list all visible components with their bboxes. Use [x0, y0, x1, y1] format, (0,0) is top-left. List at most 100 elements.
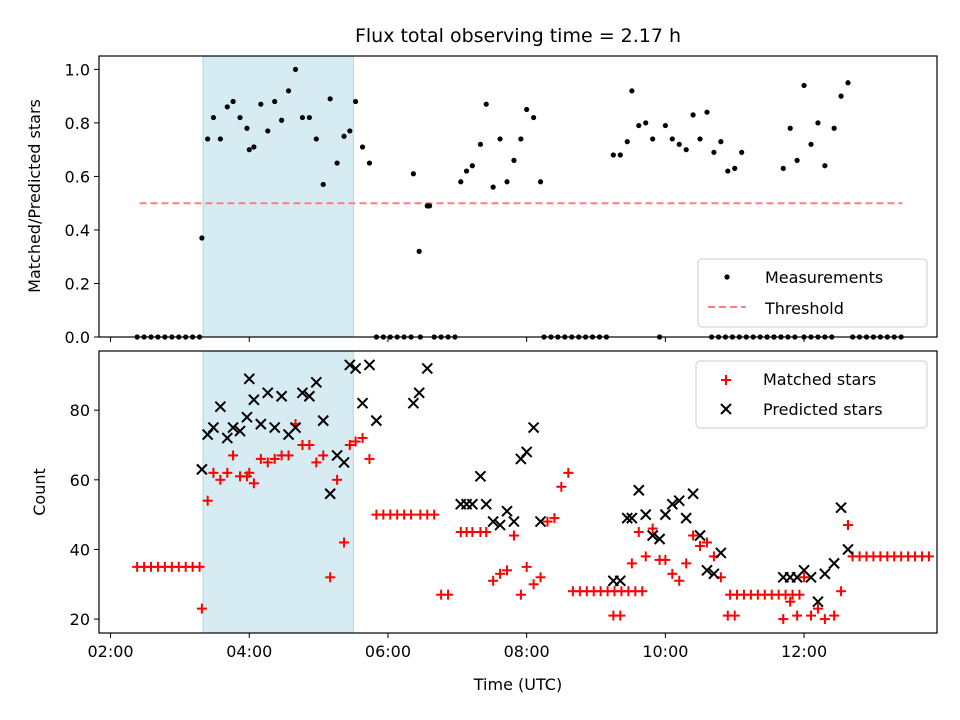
measurement-point: [650, 136, 656, 142]
predicted-star-point: [466, 498, 479, 510]
legend-measurement-marker: [724, 274, 730, 280]
top-legend: Measurements Threshold: [697, 258, 928, 328]
matched-star-point: [325, 572, 336, 583]
predicted-star-point: [370, 414, 383, 427]
predicted-star-point: [666, 498, 679, 510]
matched-star-point: [633, 527, 644, 538]
predicted-star-point: [819, 568, 831, 580]
matched-star-point: [429, 509, 440, 520]
measurement-point: [327, 96, 333, 102]
measurement-point: [490, 184, 496, 190]
measurement-point: [690, 112, 696, 118]
predicted-star-point: [842, 543, 854, 556]
measurement-point: [711, 149, 717, 155]
predicted-star-point: [255, 418, 267, 430]
predicted-star-point: [413, 387, 425, 399]
measurement-point: [366, 160, 373, 166]
matched-star-point: [615, 610, 626, 621]
matched-star-point: [923, 551, 934, 562]
measurement-point: [662, 122, 668, 129]
measurement-point: [524, 106, 530, 113]
matched-star-point: [637, 586, 648, 597]
bottom-x-ticks: 02:00 04:00 06:00 08:00 10:00 12:00: [88, 633, 827, 661]
matched-star-point: [508, 530, 519, 541]
measurement-point: [739, 149, 745, 155]
measurement-point: [676, 141, 682, 147]
measurement-point: [801, 82, 807, 89]
top-observing-span: [202, 55, 354, 338]
bottom-axes-frame: [98, 350, 938, 634]
measurement-point: [210, 114, 217, 121]
bottom-y-tick-label: 40: [70, 540, 90, 559]
matched-star-point: [406, 509, 417, 520]
measurement-point: [822, 163, 828, 169]
bottom-legend: Matched stars Predicted stars: [695, 360, 928, 429]
measurement-point: [306, 114, 312, 121]
measurement-point: [272, 98, 278, 105]
measurement-point: [246, 147, 252, 153]
matched-star-point: [799, 572, 810, 583]
matched-star-point: [339, 537, 350, 548]
matched-star-point: [255, 453, 266, 464]
measurement-point: [504, 179, 510, 185]
matched-star-point: [640, 551, 651, 562]
predicted-star-point: [221, 432, 234, 444]
measurement-point: [629, 88, 635, 94]
matched-star-point: [222, 467, 233, 478]
matched-star-point: [488, 575, 499, 586]
measurement-point: [845, 80, 851, 86]
matched-star-point: [283, 450, 294, 461]
measurement-point: [697, 136, 703, 142]
measurement-point: [265, 128, 271, 134]
top-y-tick-label: 0.6: [65, 167, 90, 186]
measurement-point: [237, 114, 243, 121]
predicted-star-point: [673, 494, 685, 507]
measurement-point: [610, 152, 616, 158]
top-y-ticks: 0.0 0.2 0.4 0.6 0.8 1.0: [65, 60, 99, 347]
matched-star-point: [695, 540, 706, 551]
measurement-point: [511, 157, 517, 163]
matched-star-point: [836, 586, 847, 597]
bottom-data-points: [132, 359, 934, 625]
matched-star-point: [248, 478, 259, 489]
predicted-star-point: [344, 359, 356, 371]
matched-star-point: [481, 527, 492, 538]
matched-star-point: [318, 450, 329, 461]
legend-matched-marker: [721, 375, 731, 385]
bottom-x-tick-label: 06:00: [365, 642, 411, 661]
predicted-star-point: [508, 515, 520, 528]
measurement-point: [279, 117, 285, 123]
predicted-star-point: [356, 397, 369, 409]
predicted-star-point: [501, 505, 513, 517]
matched-star-point: [521, 561, 532, 572]
top-x-ticks: [110, 337, 805, 342]
bottom-legend-box: [695, 360, 928, 429]
matched-star-point: [812, 603, 823, 614]
predicted-star-point: [621, 512, 633, 524]
predicted-star-point: [296, 387, 309, 399]
matched-star-point: [194, 561, 205, 572]
predicted-star-point: [653, 533, 666, 545]
bottom-x-tick-label: 12:00: [781, 642, 827, 661]
legend-predicted-label: Predicted stars: [763, 400, 883, 419]
legend-threshold-label: Threshold: [764, 299, 844, 318]
matched-star-point: [208, 467, 219, 478]
top-y-tick-label: 0.2: [65, 274, 90, 293]
top-y-tick-label: 0.4: [65, 221, 90, 240]
matched-star-point: [311, 457, 322, 468]
predicted-star-point: [626, 512, 638, 524]
measurement-point: [497, 136, 503, 142]
predicted-star-point: [289, 421, 302, 434]
measurement-point: [732, 165, 738, 171]
measurement-point: [704, 109, 710, 115]
bottom-x-tick-label: 04:00: [226, 642, 272, 661]
matched-star-point: [563, 467, 574, 478]
top-y-axis-label: Matched/Predicted stars: [25, 99, 44, 293]
predicted-star-point: [527, 421, 540, 434]
predicted-star-point: [363, 359, 376, 371]
chart-title: Flux total observing time = 2.17 h: [355, 25, 681, 47]
predicted-star-point: [474, 470, 487, 483]
predicted-star-point: [207, 421, 220, 434]
measurement-point: [815, 120, 821, 126]
